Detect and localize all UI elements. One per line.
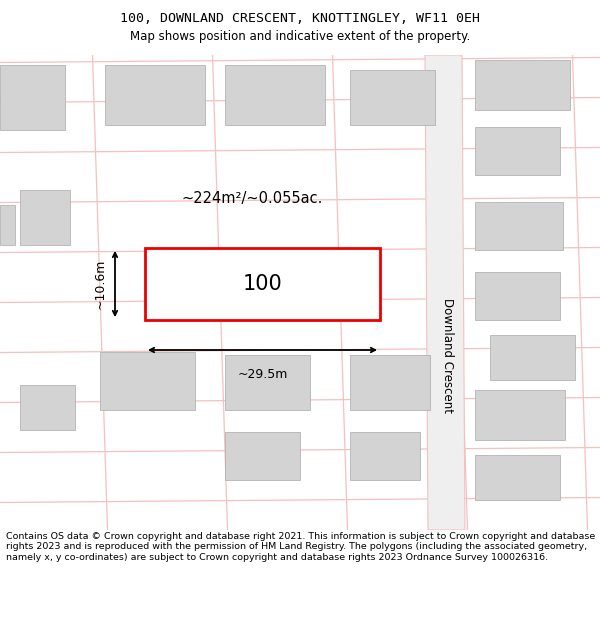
Bar [0,205,15,245]
Bar [20,385,75,430]
Bar [105,65,205,125]
Bar [350,355,430,410]
Text: ~224m²/~0.055ac.: ~224m²/~0.055ac. [182,191,323,206]
Bar [350,432,420,480]
Text: 100, DOWNLAND CRESCENT, KNOTTINGLEY, WF11 0EH: 100, DOWNLAND CRESCENT, KNOTTINGLEY, WF1… [120,12,480,25]
Text: 100: 100 [242,274,283,294]
Bar [100,352,195,410]
Bar [475,455,560,500]
Bar [475,202,563,250]
Text: Downland Crescent: Downland Crescent [440,298,454,412]
Bar [145,248,380,320]
Bar [225,355,310,410]
Bar [20,190,70,245]
Bar [350,70,435,125]
Text: Map shows position and indicative extent of the property.: Map shows position and indicative extent… [130,30,470,43]
Bar [475,272,560,320]
Text: Contains OS data © Crown copyright and database right 2021. This information is : Contains OS data © Crown copyright and d… [6,532,595,562]
Text: ~29.5m: ~29.5m [238,368,287,381]
Bar [0,65,65,130]
Bar [475,127,560,175]
Polygon shape [425,55,465,530]
Bar [475,60,570,110]
Text: ~10.6m: ~10.6m [94,259,107,309]
Bar [225,432,300,480]
Bar [225,65,325,125]
Bar [490,335,575,380]
Bar [475,390,565,440]
